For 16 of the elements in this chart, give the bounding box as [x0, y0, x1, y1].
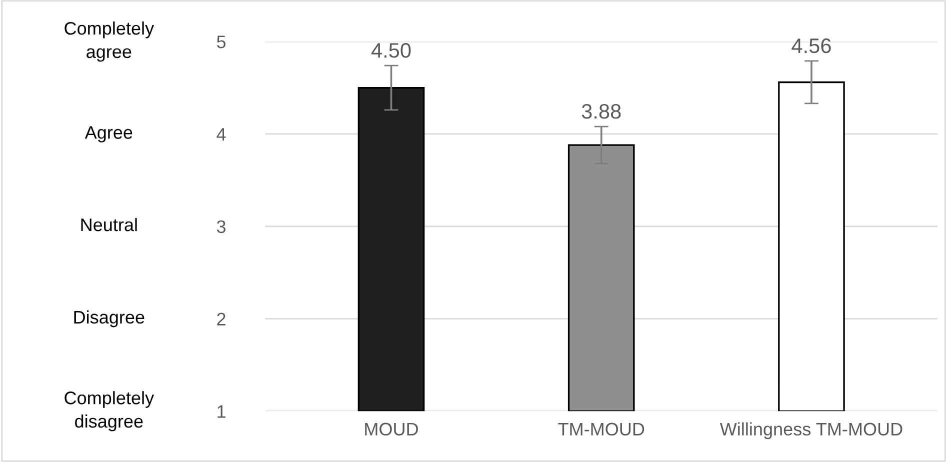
- text: Completely disagree: [64, 391, 154, 432]
- text: Completely agree: [64, 21, 154, 62]
- text: Disagree: [74, 310, 144, 328]
- y-tick-label: 2: [217, 312, 226, 326]
- data-label: 4.56: [792, 38, 831, 54]
- y-tick-label: 4: [216, 128, 226, 141]
- data-label: 4.50: [371, 43, 411, 58]
- text: Agree: [84, 126, 132, 142]
- data-label: 3.88: [582, 104, 621, 119]
- x-tick-label: TM-MOUD: [558, 422, 644, 436]
- y-tick-label: 3: [216, 220, 226, 234]
- x-tick-label: Willingness TM-MOUD: [720, 422, 902, 440]
- y-tick-label: 1: [218, 405, 226, 418]
- x-tick-label: MOUD: [365, 422, 418, 436]
- y-tick-label: 5: [216, 36, 226, 48]
- text: Neutral: [81, 218, 137, 232]
